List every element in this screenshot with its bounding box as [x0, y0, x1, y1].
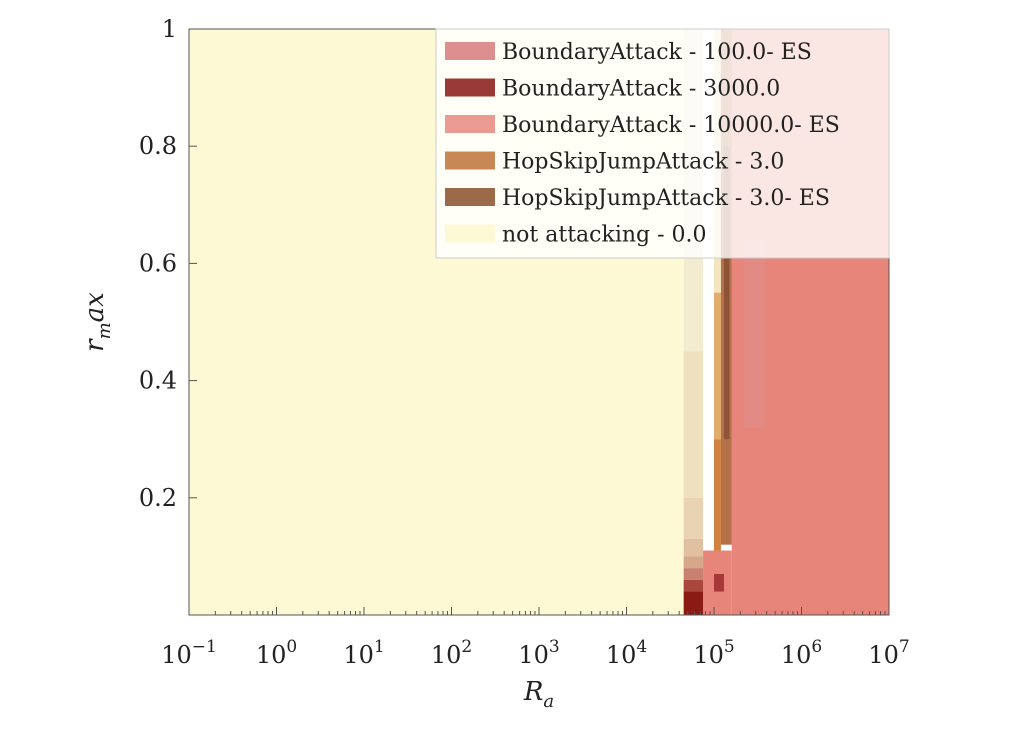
x-tick-label-1: 100: [256, 637, 297, 669]
heatmap-cell-8: [683, 556, 704, 569]
legend-label-3: HopSkipJumpAttack - 3.0: [502, 150, 784, 175]
x-tick-label-6: 105: [693, 637, 734, 669]
x-tick-label-8: 107: [868, 637, 909, 669]
heatmap-cell-14: [714, 292, 721, 440]
legend-swatch-2: [445, 115, 495, 133]
legend-box: [435, 28, 890, 259]
heatmap-cell-17: [714, 573, 724, 592]
legend-label-5: not attacking - 0.0: [502, 223, 707, 248]
legend: BoundaryAttack - 100.0- ES BoundaryAttack…: [435, 28, 890, 259]
heatmap-cell-13: [714, 439, 721, 551]
y-tick-label-1: 0.4: [139, 367, 177, 395]
legend-swatch-1: [445, 78, 495, 97]
x-tick-label-4: 103: [518, 637, 559, 669]
x-tick-label-2: 101: [343, 637, 384, 669]
y-axis: 0.2 0.4 0.6 0.8 1: [139, 15, 197, 512]
heatmap-cell-11: [683, 591, 704, 615]
heatmap-cell-7: [683, 538, 704, 557]
heatmap-cell-5: [683, 351, 704, 498]
heatmap-cell-16: [723, 146, 730, 440]
y-tick-label-0: 0.2: [139, 484, 177, 512]
legend-swatch-5: [445, 224, 495, 243]
legend-swatch-3: [445, 151, 495, 170]
x-tick-label-3: 102: [431, 637, 472, 669]
heatmap-cell-6: [683, 497, 704, 539]
legend-label-4: HopSkipJumpAttack - 3.0- ES: [502, 186, 830, 211]
y-axis-label: rmax: [80, 292, 115, 352]
y-tick-label-2: 0.6: [139, 249, 177, 277]
legend-swatch-0: [445, 42, 495, 60]
y-tick-label-4: 1: [162, 15, 177, 43]
heatmap-cell-12: [714, 29, 721, 551]
x-axis-label: Ra: [523, 677, 554, 712]
legend-label-2: BoundaryAttack - 10000.0- ES: [502, 113, 840, 138]
legend-label-0: BoundaryAttack - 100.0- ES: [502, 40, 812, 65]
heatmap-cell-3: [743, 239, 765, 428]
heatmap-cell-9: [683, 568, 704, 580]
legend-swatch-4: [445, 188, 495, 206]
x-axis: 10−1 100 101 102 103 104 105 106 107: [161, 607, 910, 669]
x-tick-label-7: 106: [781, 637, 822, 669]
y-tick-label-3: 0.8: [139, 132, 177, 160]
legend-label-1: BoundaryAttack - 3000.0: [502, 77, 780, 102]
x-tick-label-0: 10−1: [161, 637, 217, 669]
heatmap-cell-10: [683, 579, 704, 592]
x-tick-label-5: 104: [606, 637, 647, 669]
